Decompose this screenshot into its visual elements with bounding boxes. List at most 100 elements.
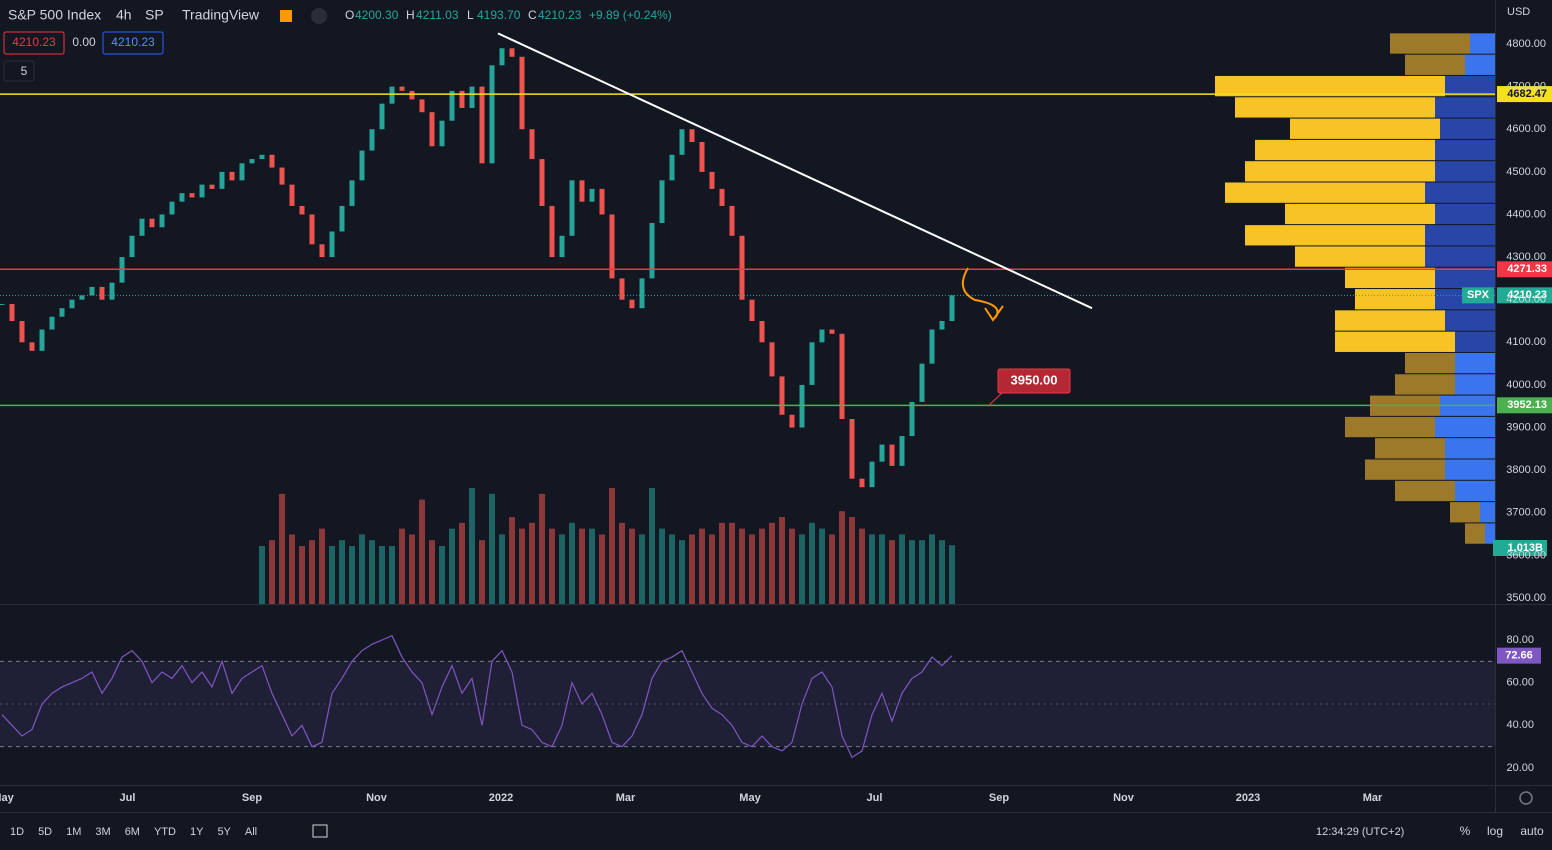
candle [789, 414, 795, 428]
level-tag [1497, 397, 1552, 414]
candle [19, 321, 25, 343]
candle [909, 401, 915, 437]
candle [899, 436, 905, 466]
profile-up [1255, 139, 1435, 161]
volume-bar [419, 499, 425, 604]
candle [79, 295, 85, 300]
range-button[interactable]: 1D [10, 826, 24, 838]
volume-tag [1493, 540, 1547, 556]
profile-down [1445, 310, 1495, 331]
volume-bar [339, 540, 345, 604]
volume-bar [759, 528, 765, 604]
volume-last: 1.013B [1508, 542, 1544, 554]
x-tick-label: Nov [1113, 792, 1135, 804]
candle [589, 188, 595, 202]
goto-date-icon[interactable] [312, 824, 328, 838]
symbol-name: SPX [1467, 289, 1490, 301]
candle [529, 129, 535, 160]
range-button[interactable]: All [245, 826, 257, 838]
x-tick-label: Mar [616, 792, 636, 804]
annotation-label: 3950.00 [1011, 372, 1058, 387]
spread: 0.00 [72, 35, 96, 49]
volume-bar [559, 534, 565, 604]
ask: 4210.23 [111, 35, 155, 49]
volume-bar [939, 540, 945, 604]
candle [809, 342, 815, 385]
percent-toggle[interactable]: % [1460, 824, 1471, 838]
range-button[interactable]: YTD [154, 826, 176, 838]
range-button[interactable]: 1M [66, 826, 81, 838]
volume-bar [829, 534, 835, 604]
candle [849, 419, 855, 479]
range-button[interactable]: 5D [38, 826, 52, 838]
candle [749, 299, 755, 321]
candle [829, 329, 835, 334]
candle [319, 244, 325, 258]
y-tick-label: 4700.00 [1506, 81, 1546, 93]
candle [329, 231, 335, 258]
range-button[interactable]: 3M [95, 826, 110, 838]
profile-up [1235, 97, 1435, 118]
log-toggle[interactable]: log [1487, 824, 1503, 838]
candle [239, 163, 245, 181]
candle [39, 329, 45, 351]
x-tick-label: Nov [366, 792, 388, 804]
range-button[interactable]: 5Y [217, 826, 231, 838]
currency[interactable]: USD [1507, 6, 1530, 18]
candle [819, 329, 825, 343]
profile-down [1445, 438, 1495, 459]
hide-button[interactable] [311, 8, 327, 24]
last-price: 4210.23 [1507, 289, 1547, 301]
candle [349, 180, 355, 206]
x-tick-label: 2022 [489, 792, 513, 804]
range-button[interactable]: 6M [125, 826, 140, 838]
profile-down [1455, 374, 1495, 395]
candle [499, 48, 505, 66]
settings-icon[interactable] [1519, 791, 1533, 805]
volume-bar [389, 546, 395, 604]
volume-bar [589, 528, 595, 604]
auto-toggle[interactable]: auto [1520, 824, 1544, 838]
profile-down [1445, 459, 1495, 480]
volume-bar [699, 528, 705, 604]
candle [649, 222, 655, 279]
candle [199, 184, 205, 198]
volume-bar [409, 534, 415, 604]
x-tick-label: May [0, 792, 15, 804]
volume-bar [279, 493, 285, 604]
profile-up [1225, 182, 1425, 203]
candle [59, 308, 65, 317]
candle [389, 86, 395, 104]
trendline [497, 32, 1093, 310]
rsi-tick-label: 60.00 [1506, 677, 1534, 689]
symbol[interactable]: S&P 500 Index [8, 7, 101, 23]
volume-bar [819, 528, 825, 604]
candle [419, 99, 425, 113]
flag-icon[interactable] [280, 10, 292, 22]
interval[interactable]: 4h [116, 7, 132, 23]
candle [509, 48, 515, 57]
profile-up [1375, 438, 1445, 459]
y-tick-label: 4100.00 [1506, 336, 1546, 348]
candle [219, 171, 225, 189]
volume-bar [319, 528, 325, 604]
bid-box[interactable] [3, 31, 65, 55]
candle [439, 120, 445, 147]
candle [429, 112, 435, 147]
ohlc-key: C [528, 8, 537, 22]
y-tick-label: 3800.00 [1506, 464, 1546, 476]
indicators-toggle[interactable] [3, 60, 35, 82]
profile-down [1455, 352, 1495, 374]
profile-up [1450, 502, 1480, 523]
volume-bar [679, 540, 685, 604]
candle [449, 90, 455, 121]
x-tick-label: Mar [1363, 792, 1383, 804]
range-button[interactable]: 1Y [190, 826, 204, 838]
volume-bar [799, 534, 805, 604]
rsi-line [1, 634, 953, 759]
ask-box[interactable] [102, 31, 164, 55]
profile-up [1405, 54, 1465, 75]
ohlc-value: 4210.23 [538, 8, 582, 22]
volume-bar [649, 488, 655, 604]
